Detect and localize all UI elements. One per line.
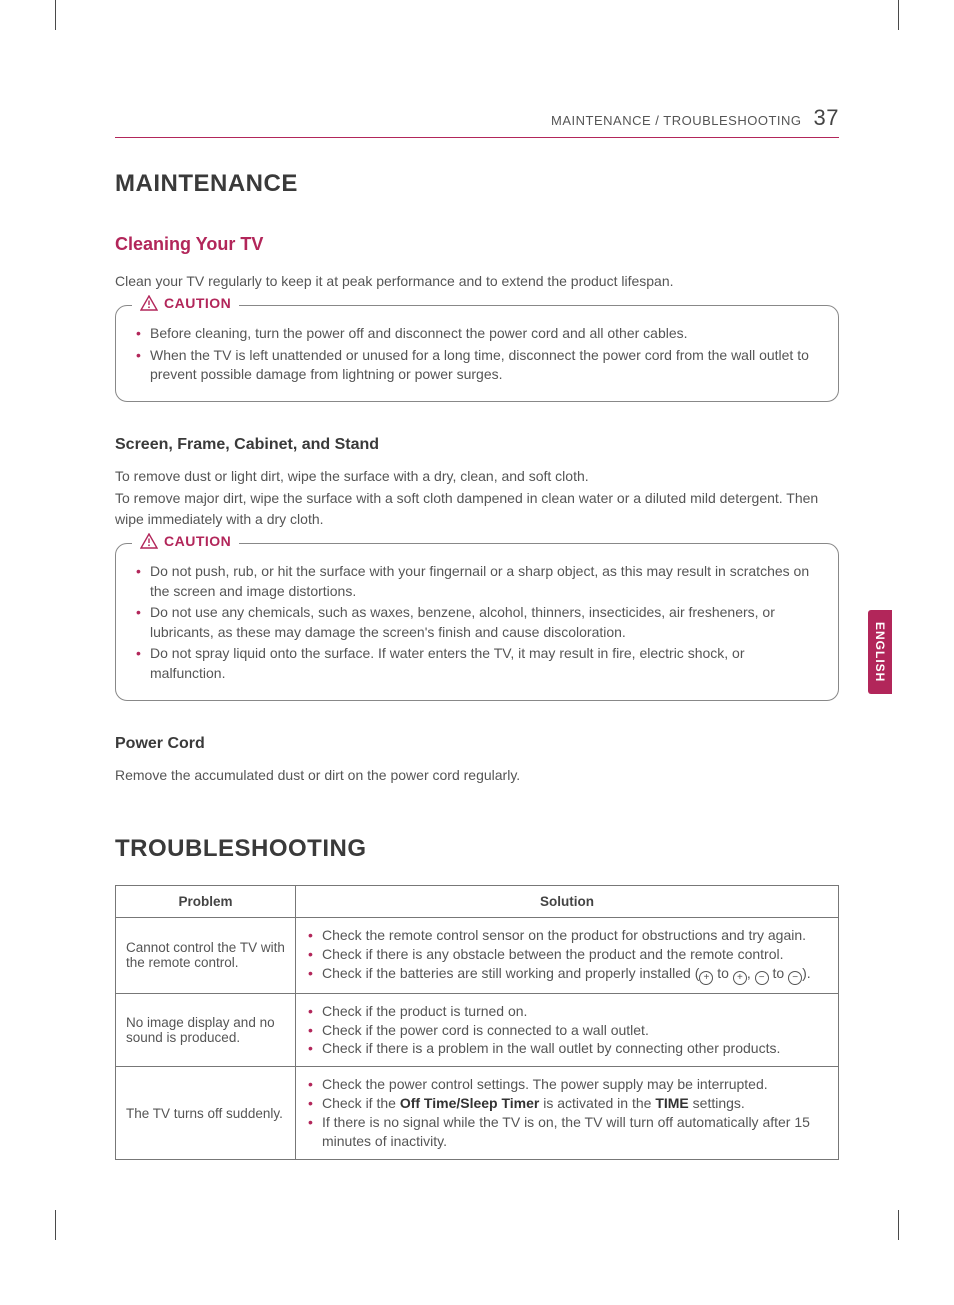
solution-item: If there is no signal while the TV is on…	[306, 1113, 828, 1151]
page-number: 37	[814, 105, 839, 131]
maintenance-title: MAINTENANCE	[115, 170, 839, 198]
solution-item: Check the remote control sensor on the p…	[306, 926, 828, 945]
solution-item: Check if the power cord is connected to …	[306, 1021, 828, 1040]
solution-item: Check if the product is turned on.	[306, 1002, 828, 1021]
caution-legend: CAUTION	[132, 533, 239, 549]
caution-legend: CAUTION	[132, 295, 239, 311]
caution-list-cleaning: Before cleaning, turn the power off and …	[134, 324, 820, 385]
caution-box-screen: CAUTION Do not push, rub, or hit the sur…	[115, 543, 839, 701]
table-row: Cannot control the TV with the remote co…	[116, 917, 839, 993]
solution-item: Check the power control settings. The po…	[306, 1075, 828, 1094]
caution-item: Before cleaning, turn the power off and …	[134, 324, 820, 344]
solution-cell: Check the remote control sensor on the p…	[296, 917, 839, 993]
solution-cell: Check the power control settings. The po…	[296, 1067, 839, 1160]
powercord-heading: Power Cord	[115, 735, 839, 753]
caution-item: Do not use any chemicals, such as waxes,…	[134, 603, 820, 642]
warning-icon	[140, 295, 158, 311]
problem-cell: The TV turns off suddenly.	[116, 1067, 296, 1160]
caution-label: CAUTION	[164, 533, 231, 549]
caution-list-screen: Do not push, rub, or hit the surface wit…	[134, 562, 820, 684]
caution-label: CAUTION	[164, 295, 231, 311]
solution-item: Check if the batteries are still working…	[306, 964, 828, 985]
cleaning-heading: Cleaning Your TV	[115, 234, 839, 255]
table-row: Problem Solution	[116, 885, 839, 917]
solution-item: Check if there is a problem in the wall …	[306, 1039, 828, 1058]
problem-cell: Cannot control the TV with the remote co…	[116, 917, 296, 993]
running-title: MAINTENANCE / TROUBLESHOOTING	[551, 113, 801, 128]
caution-item: Do not spray liquid onto the surface. If…	[134, 644, 820, 683]
cleaning-intro: Clean your TV regularly to keep it at pe…	[115, 271, 839, 291]
solution-cell: Check if the product is turned on. Check…	[296, 993, 839, 1067]
caution-item: When the TV is left unattended or unused…	[134, 346, 820, 385]
screen-para2: To remove major dirt, wipe the surface w…	[115, 488, 839, 529]
col-solution: Solution	[296, 885, 839, 917]
col-problem: Problem	[116, 885, 296, 917]
caution-item: Do not push, rub, or hit the surface wit…	[134, 562, 820, 601]
screen-para1: To remove dust or light dirt, wipe the s…	[115, 466, 839, 486]
screen-heading: Screen, Frame, Cabinet, and Stand	[115, 436, 839, 454]
table-row: No image display and no sound is produce…	[116, 993, 839, 1067]
solution-item: Check if the Off Time/Sleep Timer is act…	[306, 1094, 828, 1113]
problem-cell: No image display and no sound is produce…	[116, 993, 296, 1067]
table-row: The TV turns off suddenly. Check the pow…	[116, 1067, 839, 1160]
caution-box-cleaning: CAUTION Before cleaning, turn the power …	[115, 305, 839, 402]
warning-icon	[140, 533, 158, 549]
page-content: MAINTENANCE / TROUBLESHOOTING 37 MAINTEN…	[0, 0, 954, 1240]
troubleshooting-title: TROUBLESHOOTING	[115, 835, 839, 863]
troubleshooting-table: Problem Solution Cannot control the TV w…	[115, 885, 839, 1160]
solution-item: Check if there is any obstacle between t…	[306, 945, 828, 964]
running-header: MAINTENANCE / TROUBLESHOOTING 37	[115, 105, 839, 138]
powercord-para: Remove the accumulated dust or dirt on t…	[115, 765, 839, 785]
